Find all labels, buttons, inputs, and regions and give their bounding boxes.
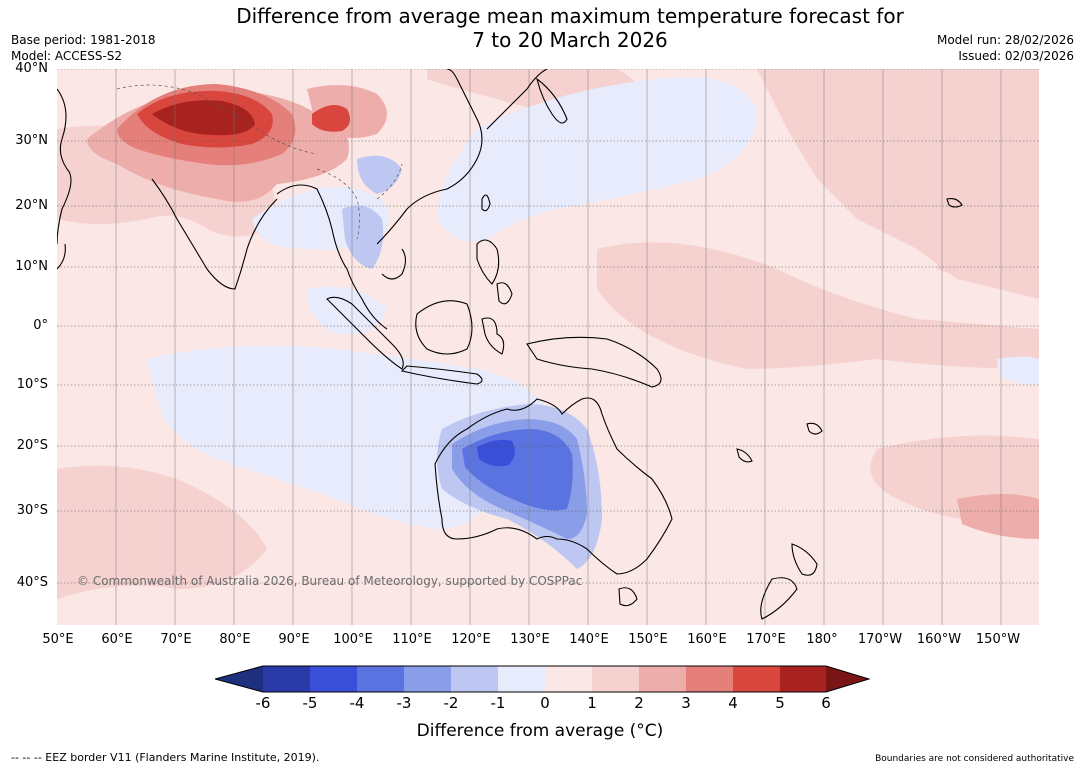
colorbar-over [826,666,869,692]
map-title: Difference from average mean maximum tem… [0,4,1085,52]
colorbar-bin [780,666,826,692]
anomaly-plus5-area [152,100,255,136]
colorbar-bin [686,666,733,692]
cb-tick: 6 [821,694,831,712]
eez-borders [116,84,403,240]
cb-tick: 5 [775,694,785,712]
title-line-2: 7 to 20 March 2026 [472,28,668,52]
lon-label-140e: 140°E [569,632,609,647]
colorbar-bin [498,666,545,692]
colorbar-bin [404,666,451,692]
cb-tick: -2 [443,694,459,712]
lat-label-40n: 40°N [15,61,48,76]
model-run: Model run: 28/02/2026 [936,33,1074,47]
cb-tick: 2 [634,694,644,712]
lat-label-0: 0° [33,318,48,333]
meridians [115,69,1002,625]
cb-tick: -3 [396,694,412,712]
lon-label-120e: 120°E [451,632,491,647]
colorbar-bin [310,666,357,692]
gridlines [57,69,1039,584]
cb-tick: 3 [681,694,691,712]
lon-label-80e: 80°E [219,632,251,647]
cb-tick: -5 [302,694,318,712]
lon-label-100e: 100°E [333,632,373,647]
colorbar-bin [639,666,686,692]
meta-right: Model run: 28/02/2026 Issued: 02/03/2026 [937,32,1074,64]
coastlines [57,69,963,620]
cb-tick: 1 [587,694,597,712]
eez-note: -- -- -- EEZ border V11 (Flanders Marine… [11,751,320,764]
lon-label-90e: 90°E [278,632,310,647]
anomaly-plus4-east [312,105,351,132]
lat-label-20n: 20°N [15,198,48,213]
lon-label-160e: 160°E [687,632,727,647]
colorbar-bin [357,666,404,692]
lon-label-150w: 150°W [975,632,1021,647]
cb-tick: -4 [349,694,365,712]
lon-label-170e: 170°E [746,632,786,647]
lon-label-70e: 70°E [160,632,192,647]
colorbar-bin [733,666,780,692]
colorbar-bin [451,666,498,692]
title-line-1: Difference from average mean maximum tem… [236,4,904,28]
colorbar-bin [263,666,310,692]
lat-label-10n: 10°N [15,259,48,274]
lat-label-10s: 10°S [16,377,48,392]
colorbar-bin [545,666,592,692]
colorbar-under [215,666,263,692]
forecast-map[interactable] [57,69,1039,625]
lon-label-160w: 160°W [916,632,962,647]
boundaries-note: Boundaries are not considered authoritat… [875,754,1074,764]
lat-label-40s: 40°S [16,575,48,590]
lon-label-130e: 130°E [510,632,550,647]
issued-date: Issued: 02/03/2026 [958,49,1074,63]
colorbar-label: Difference from average (°C) [416,721,664,741]
lon-label-150e: 150°E [628,632,668,647]
lon-label-180: 180° [806,632,838,647]
cb-tick: 0 [540,694,550,712]
anomaly-minus5-area [477,439,515,467]
cb-tick: 4 [728,694,738,712]
colorbar-outline [215,665,871,693]
copyright-notice: © Commonwealth of Australia 2026, Bureau… [77,574,583,588]
lat-label-20s: 20°S [16,438,48,453]
colorbar-bin [592,666,639,692]
model-name: Model: ACCESS-S2 [11,49,123,63]
cb-tick: -6 [255,694,271,712]
meta-left: Base period: 1981-2018 Model: ACCESS-S2 [11,32,156,64]
map-svg [57,69,1039,625]
lat-label-30n: 30°N [15,133,48,148]
lon-label-170w: 170°W [857,632,903,647]
cb-tick: -1 [490,694,506,712]
lon-label-60e: 60°E [101,632,133,647]
colorbar [215,665,871,693]
lon-label-110e: 110°E [392,632,432,647]
lat-label-30s: 30°S [16,503,48,518]
base-period: Base period: 1981-2018 [11,33,156,47]
lon-label-50e: 50°E [42,632,74,647]
